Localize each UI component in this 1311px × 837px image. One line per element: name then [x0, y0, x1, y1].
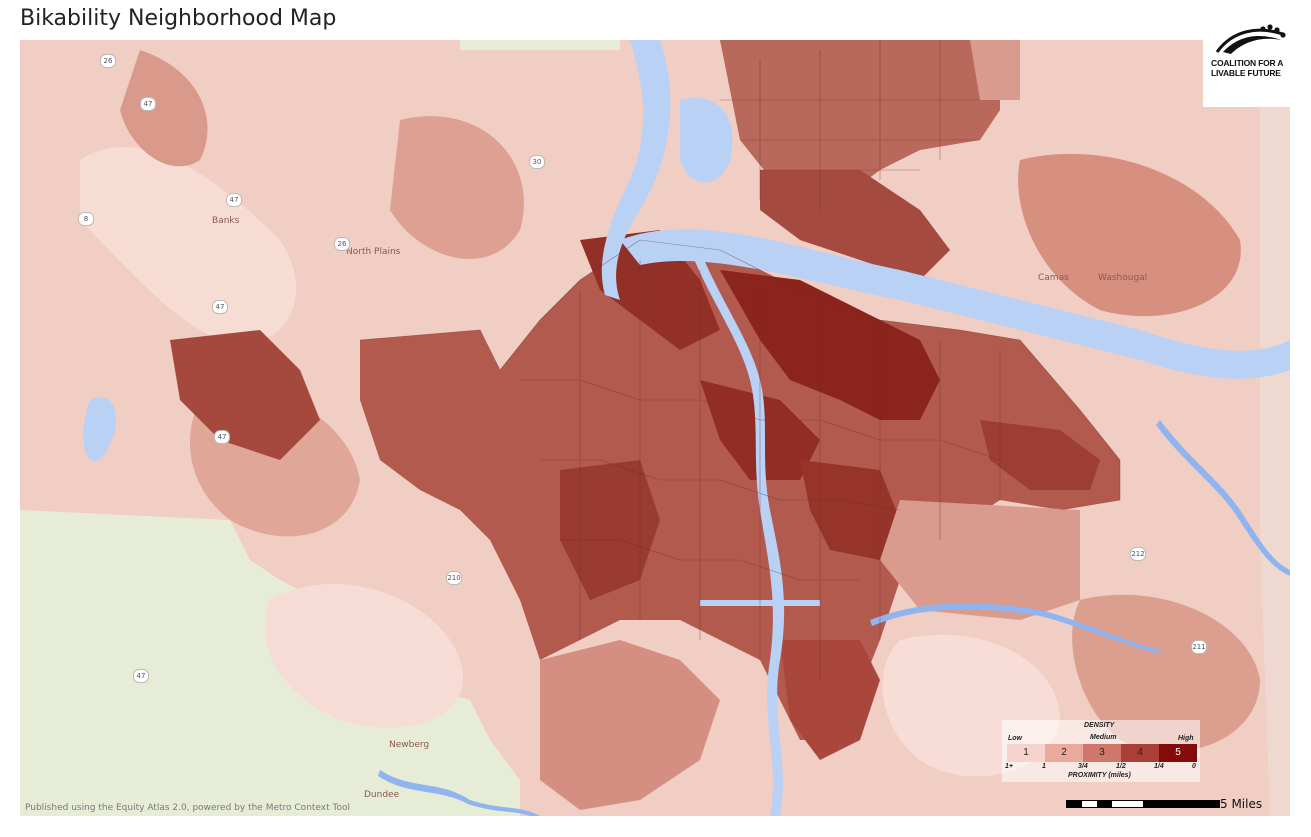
logo-swoosh-icon — [1215, 24, 1286, 54]
north-tracts — [720, 40, 1000, 200]
route-shield: 26 — [100, 54, 116, 68]
route-shield: 47 — [212, 300, 228, 314]
legend-proximity-tick: 3/4 — [1078, 763, 1088, 770]
vancouver-lake — [680, 98, 733, 183]
place-label-washougal: Washougal — [1098, 273, 1148, 283]
legend-class-swatch: 3 — [1083, 744, 1121, 762]
south-tracts — [780, 640, 880, 760]
legend-proximity-tick: 1+ — [1005, 763, 1013, 770]
high-density-area — [560, 460, 660, 600]
legend-class-swatch: 2 — [1045, 744, 1083, 762]
legend-proximity-tick: 1 — [1042, 763, 1046, 770]
legend-proximity-label: PROXIMITY (miles) — [1068, 772, 1131, 779]
map-canvas[interactable]: Banks North Plains Camas Washougal Newbe… — [20, 40, 1290, 816]
high-density-area — [720, 270, 940, 420]
route-shield: 47 — [226, 193, 242, 207]
columbia-river — [620, 229, 1290, 379]
henry-hagg-lake — [83, 397, 117, 461]
medium-density-area — [120, 50, 208, 167]
route-shield: 26 — [334, 237, 350, 251]
legend-low-label: Low — [1008, 735, 1022, 742]
scale-bar-segment — [1143, 801, 1219, 807]
place-label-camas: Camas — [1038, 273, 1069, 283]
route-shield: 210 — [446, 571, 462, 585]
legend-class-swatch: 4 — [1121, 744, 1159, 762]
route-shield: 8 — [78, 212, 94, 226]
north-tracts — [970, 40, 1020, 100]
route-shield: 47 — [140, 97, 156, 111]
page-title: Bikability Neighborhood Map — [20, 6, 337, 31]
medium-density-area — [1072, 594, 1260, 752]
route-shield: 212 — [1130, 547, 1146, 561]
south-tracts — [540, 640, 720, 810]
legend-proximity-tick: 1/4 — [1154, 763, 1164, 770]
map-surface — [20, 40, 1290, 816]
low-density-area — [80, 147, 297, 344]
scale-label: 5 Miles — [1220, 797, 1263, 811]
route-shield: 30 — [529, 155, 545, 169]
willamette-river — [692, 250, 785, 816]
route-shield: 47 — [214, 430, 230, 444]
sandy-river — [1156, 420, 1290, 576]
yamhill-river — [378, 770, 540, 816]
low-density-area — [264, 583, 464, 728]
tract-boundaries — [359, 40, 1121, 680]
legend-high-label: High — [1178, 735, 1194, 742]
place-label-north-plains: North Plains — [346, 247, 401, 257]
map-credit: Published using the Equity Atlas 2.0, po… — [25, 803, 351, 813]
logo-line-1: COALITION FOR A — [1211, 58, 1284, 68]
place-label-newberg: Newberg — [389, 740, 430, 750]
coalition-logo: COALITION FOR A LIVABLE FUTURE — [1203, 0, 1295, 107]
medium-density-area — [390, 116, 524, 259]
scale-bar — [1066, 800, 1220, 808]
map-legend: DENSITY Low Medium High 1 2 3 4 5 1+ 1 3… — [1002, 720, 1200, 782]
north-tracts — [760, 170, 950, 280]
rural-land-north — [460, 40, 620, 50]
legend-proximity-tick: 0 — [1192, 763, 1196, 770]
scale-bar-segment — [1097, 801, 1112, 807]
medium-density-area — [1018, 153, 1241, 317]
route-shield: 47 — [133, 669, 149, 683]
high-density-area — [800, 460, 900, 560]
rural-land-southwest — [20, 510, 520, 816]
legend-medium-label: Medium — [1090, 734, 1117, 741]
logo-line-2: LIVABLE FUTURE — [1211, 68, 1281, 78]
legend-density-label: DENSITY — [1084, 722, 1115, 729]
rural-land-east — [1260, 40, 1290, 816]
route-shield: 211 — [1191, 640, 1207, 654]
legend-class-swatch: 1 — [1007, 744, 1045, 762]
place-label-dundee: Dundee — [364, 790, 400, 800]
multnomah-channel — [601, 40, 671, 300]
place-label-banks: Banks — [212, 216, 240, 226]
scale-bar-segment — [1067, 801, 1082, 807]
legend-proximity-tick: 1/2 — [1116, 763, 1126, 770]
high-density-area — [980, 420, 1100, 490]
medium-high-density-area — [170, 330, 320, 460]
legend-class-swatch: 5 — [1159, 744, 1197, 762]
east-tracts — [880, 500, 1080, 620]
